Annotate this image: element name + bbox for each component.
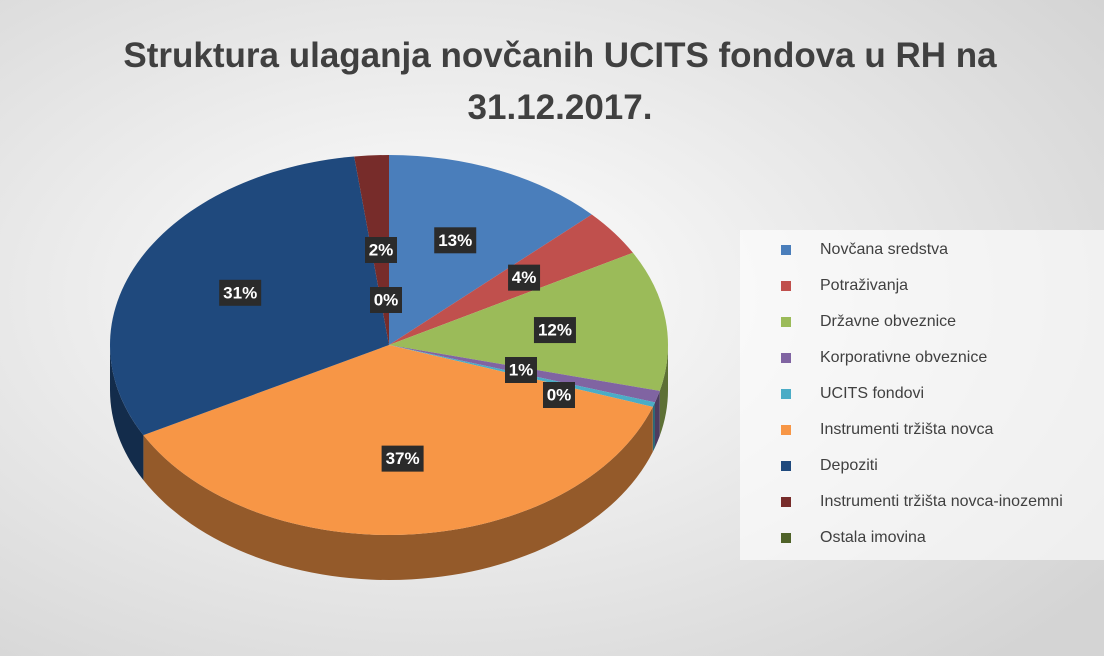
data-label-box — [505, 357, 537, 383]
slice-side — [110, 345, 144, 481]
slice-side — [652, 402, 655, 452]
data-label: 12% — [538, 321, 572, 340]
legend-label: Ostala imovina — [820, 529, 926, 546]
data-label: 4% — [512, 268, 537, 287]
legend-label: Korporativne obveznice — [820, 349, 987, 366]
legend-swatch — [781, 353, 791, 363]
legend-label: Instrumenti tržišta novca-inozemni — [820, 493, 1063, 510]
legend-label: Novčana sredstva — [820, 241, 948, 258]
data-label-box — [365, 237, 397, 263]
chart-title: Struktura ulaganja novčanih UCITS fondov… — [123, 36, 997, 127]
slice — [143, 345, 653, 536]
legend-swatch — [781, 497, 791, 507]
data-label-box — [381, 445, 424, 472]
legend-label: UCITS fondovi — [820, 385, 924, 402]
data-label: 0% — [374, 290, 399, 309]
data-label-box — [508, 264, 541, 291]
data-label-box — [219, 279, 262, 306]
legend-swatch — [781, 425, 791, 435]
legend-swatch — [781, 461, 791, 471]
data-label-box — [533, 317, 576, 344]
legend-label: Depoziti — [820, 457, 878, 474]
slice-side — [143, 406, 653, 580]
legend-label: Potraživanja — [820, 277, 908, 294]
legend-swatch — [781, 533, 791, 543]
data-label-box — [543, 382, 575, 408]
slice-side — [654, 390, 660, 448]
data-label: 13% — [438, 231, 472, 250]
legend-swatch — [781, 389, 791, 399]
data-label-box — [370, 287, 402, 313]
legend-swatch — [781, 317, 791, 327]
data-label: 1% — [509, 360, 534, 379]
data-label: 37% — [386, 449, 420, 468]
legend-label: Instrumenti tržišta novca — [820, 421, 994, 438]
legend-box — [740, 230, 1104, 560]
legend-swatch — [781, 245, 791, 255]
pie: 13% 4% 12% 1% 0% 37% 31% 2% 0% — [109, 155, 668, 580]
data-label-box — [434, 227, 477, 254]
legend-label: Državne obveznice — [820, 313, 956, 330]
legend-swatch — [781, 281, 791, 291]
data-label: 2% — [369, 240, 394, 259]
data-label: 0% — [547, 385, 572, 404]
slice — [389, 252, 668, 391]
data-label: 31% — [223, 283, 257, 302]
slice-side — [659, 345, 668, 436]
slice — [389, 155, 592, 345]
